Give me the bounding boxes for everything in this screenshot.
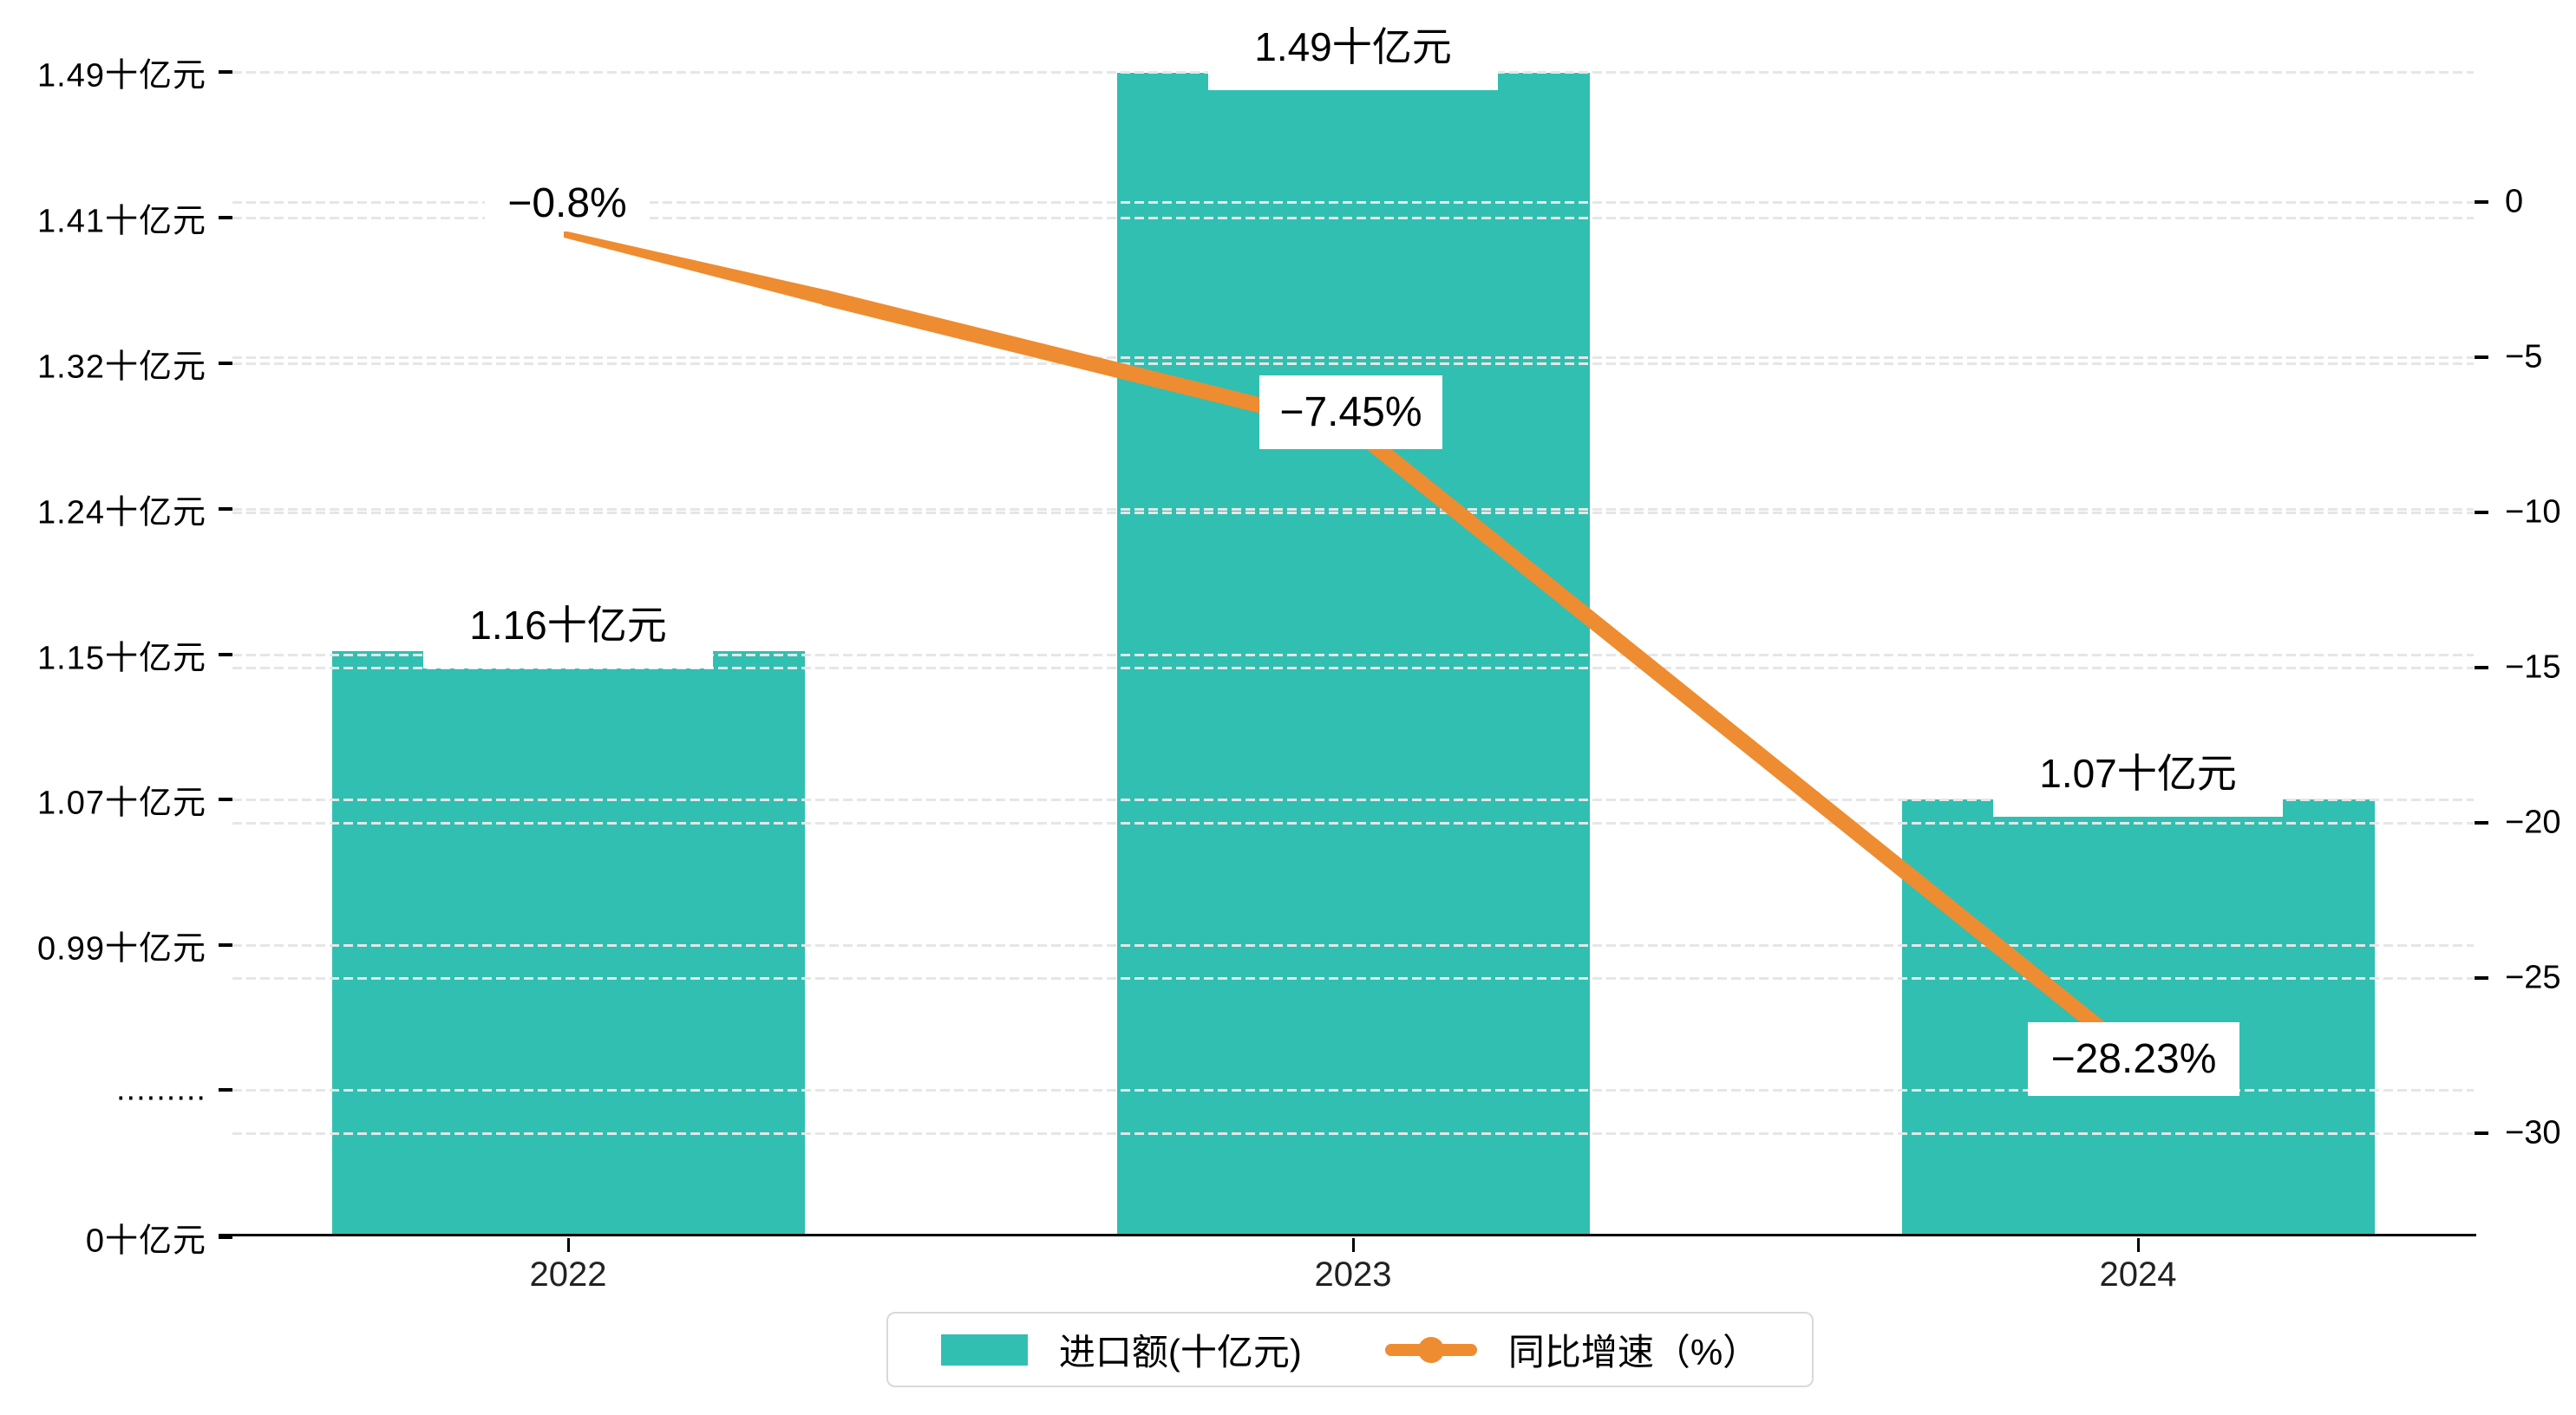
y-axis-left-tick-5 [219, 798, 232, 801]
y-axis-left-tick-4 [219, 653, 232, 656]
y-axis-left-tick-7 [219, 1088, 232, 1092]
y-axis-left-label-3: 1.24十亿元 [37, 494, 206, 531]
line-series-path [821, 290, 2143, 1066]
y-axis-left-tick-0 [219, 70, 232, 74]
y-axis-right-label-4: −20 [2505, 804, 2561, 841]
gridline-right-6 [232, 1132, 2474, 1135]
gridline-right-3 [232, 667, 2474, 669]
legend-item-import-value[interactable]: 进口额(十亿元) [940, 1323, 1302, 1376]
y-axis-right-tick-6 [2475, 1131, 2488, 1135]
y-axis-left-label-0: 1.49十亿元 [37, 57, 206, 95]
y-axis-left-tick-6 [219, 943, 232, 947]
gridline-left-7 [232, 1089, 2474, 1092]
gridline-right-1 [232, 356, 2474, 359]
bar-value-label-2024: 1.07十亿元 [1993, 749, 2283, 817]
y-axis-right-tick-5 [2475, 976, 2488, 980]
y-axis-left-tick-2 [219, 362, 232, 365]
y-axis-right-tick-0 [2475, 200, 2488, 204]
line-value-label-2024: −28.23% [2028, 1022, 2239, 1096]
x-axis-label-2023: 2023 [1314, 1255, 1392, 1294]
gridline-left-4 [232, 654, 2474, 656]
bar-2024 [1901, 799, 2375, 1236]
legend-label-yoy-growth: 同比增速（%） [1507, 1332, 1760, 1373]
y-axis-right-tick-4 [2475, 821, 2488, 825]
y-axis-right-label-0: 0 [2505, 183, 2524, 220]
y-axis-right-label-1: −5 [2505, 338, 2543, 375]
bar-value-label-2022: 1.16十亿元 [423, 601, 713, 668]
y-axis-right-tick-3 [2475, 666, 2488, 669]
bar-series-swatch-icon [940, 1333, 1028, 1366]
line-value-label-2023: −7.45% [1259, 375, 1442, 449]
gridline-right-2 [232, 512, 2474, 514]
gridline-right-5 [232, 977, 2474, 980]
y-axis-left-tick-1 [219, 216, 232, 219]
y-axis-left-label-8: 0十亿元 [85, 1223, 206, 1260]
y-axis-left-tick-8 [219, 1236, 232, 1239]
y-axis-left-label-5: 1.07十亿元 [37, 785, 206, 822]
legend-item-yoy-growth[interactable]: 同比增速（%） [1384, 1323, 1760, 1376]
y-axis-right-tick-1 [2475, 355, 2488, 359]
gridline-left-1 [232, 217, 2474, 219]
y-axis-left-label-6: 0.99十亿元 [37, 930, 206, 968]
y-axis-left-label-7: ......... [115, 1071, 206, 1108]
x-axis-label-2022: 2022 [529, 1255, 607, 1294]
y-axis-right-label-3: −15 [2505, 649, 2561, 686]
line-start-taper [564, 231, 828, 306]
gridline-left-3 [232, 508, 2474, 511]
line-value-label-2022: −0.8% [485, 174, 650, 231]
gridline-right-4 [232, 822, 2474, 825]
y-axis-left-tick-3 [219, 507, 232, 511]
line-series-marker-icon [1384, 1336, 1477, 1363]
legend-label-import-value: 进口额(十亿元) [1058, 1332, 1302, 1373]
gridline-left-6 [232, 944, 2474, 947]
bar-value-label-2023: 1.49十亿元 [1208, 23, 1498, 90]
x-axis-line [219, 1234, 2476, 1236]
y-axis-right-label-6: −30 [2505, 1114, 2561, 1151]
x-axis-tick-2024 [2137, 1238, 2140, 1252]
gridline-left-5 [232, 799, 2474, 801]
y-axis-left-label-1: 1.41十亿元 [37, 203, 206, 240]
y-axis-left-label-2: 1.32十亿元 [37, 349, 206, 386]
x-axis-label-2024: 2024 [2099, 1255, 2177, 1294]
x-axis-tick-2023 [1352, 1238, 1355, 1252]
x-axis-tick-2022 [567, 1238, 570, 1252]
legend: 进口额(十亿元) 同比增速（%） [886, 1312, 1814, 1387]
bar-2022 [331, 651, 805, 1236]
gridline-right-0 [232, 201, 2474, 204]
gridline-left-2 [232, 362, 2474, 365]
y-axis-left-label-4: 1.15十亿元 [37, 640, 206, 677]
y-axis-right-label-2: −10 [2505, 493, 2561, 531]
y-axis-right-tick-2 [2475, 511, 2488, 514]
line-series-dot-icon [1417, 1336, 1444, 1363]
y-axis-right-label-5: −25 [2505, 959, 2561, 996]
